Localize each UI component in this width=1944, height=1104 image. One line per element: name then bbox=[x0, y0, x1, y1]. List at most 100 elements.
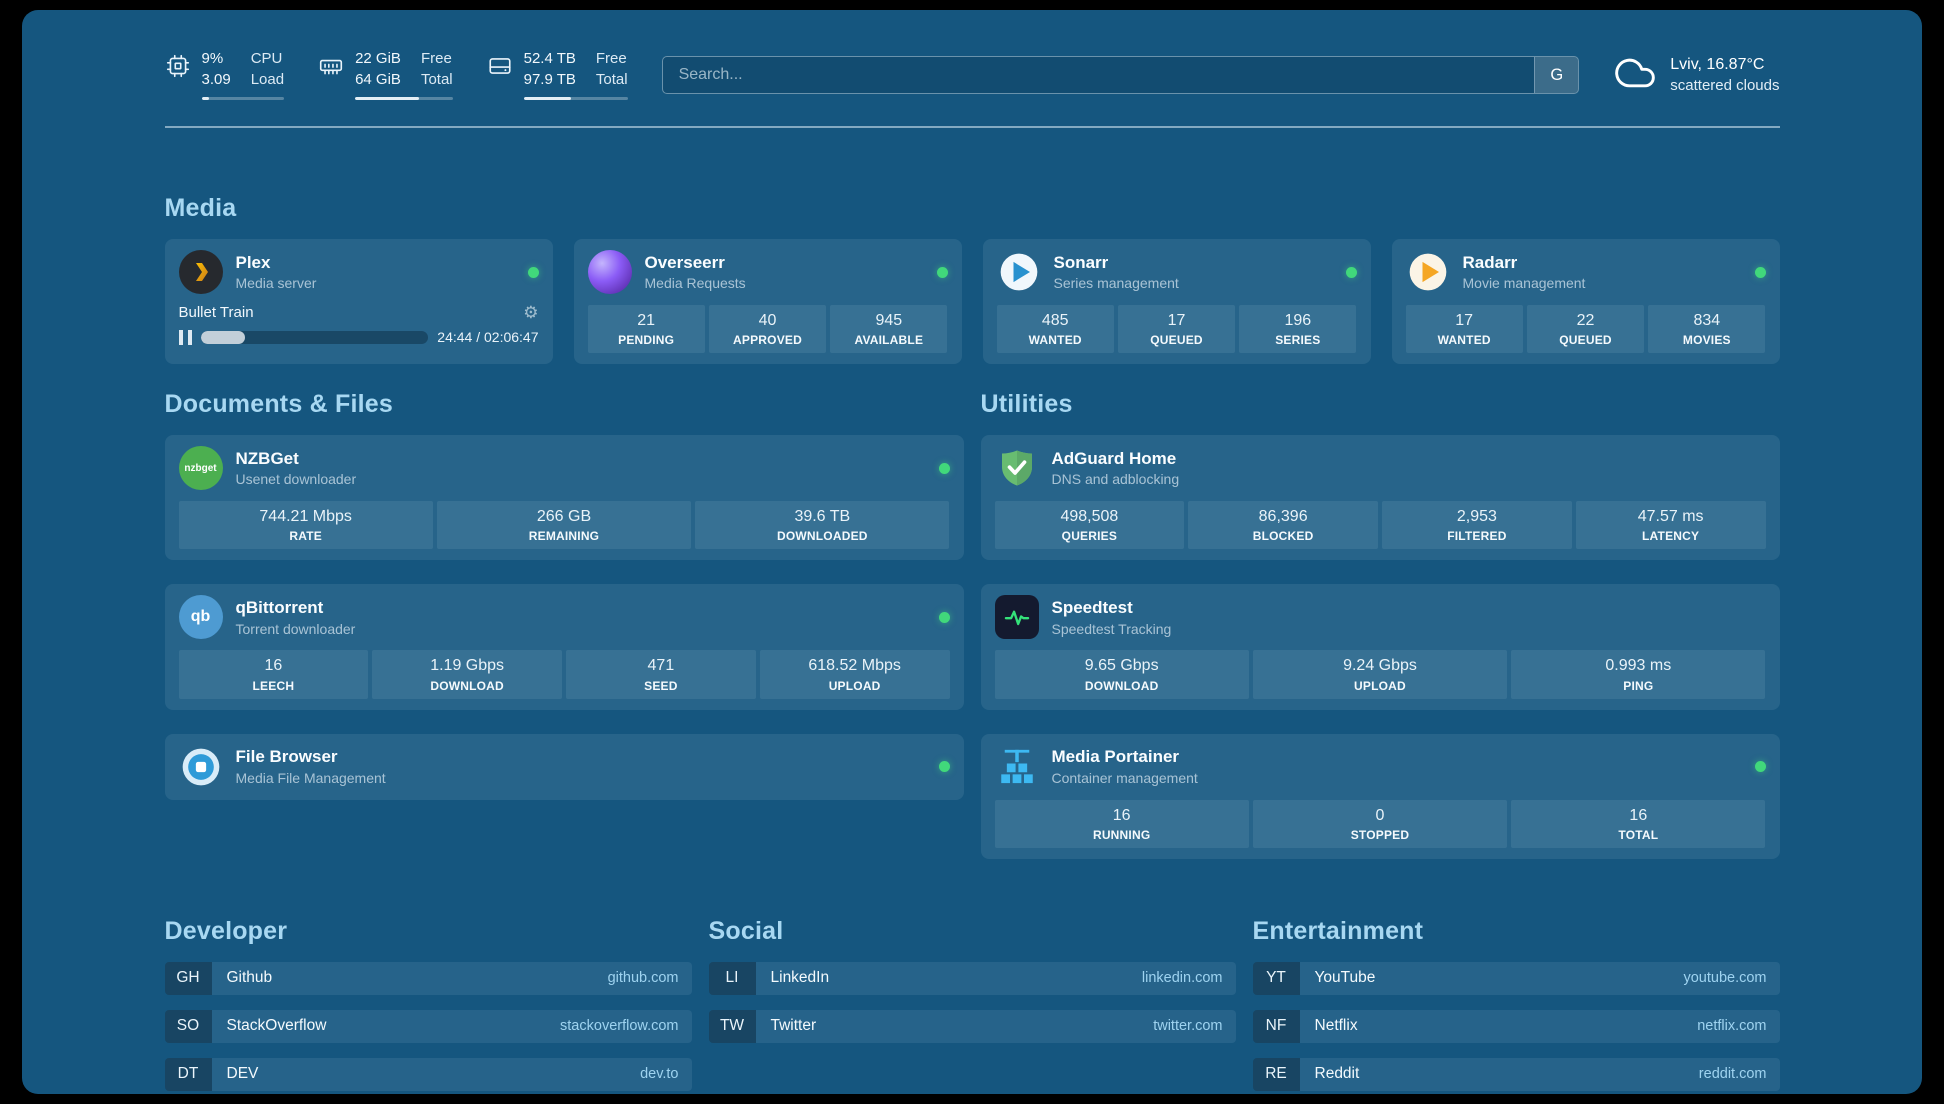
status-dot bbox=[1754, 266, 1766, 278]
service-title: Overseerr bbox=[644, 252, 725, 272]
disk-total-label: Total bbox=[595, 70, 628, 88]
memory-free-value: 22 GiB bbox=[355, 50, 401, 67]
bookmark-name: YouTube bbox=[1314, 969, 1376, 987]
cpu-load-value: 3.09 bbox=[201, 70, 231, 88]
status-dot bbox=[1754, 761, 1766, 773]
service-card-radarr[interactable]: Radarr Movie management 17 WANTED 22 QUE… bbox=[1391, 239, 1780, 365]
playback-progress-fill bbox=[200, 330, 245, 344]
service-card-media-portainer[interactable]: Media Portainer Container management 16 … bbox=[980, 733, 1780, 859]
service-card-qbittorrent[interactable]: qb qBittorrent Torrent downloader 16 LEE… bbox=[164, 584, 964, 710]
playback-time: 24:44 / 02:06:47 bbox=[437, 329, 539, 345]
cpu-meter bbox=[201, 96, 285, 100]
service-subtitle: Torrent downloader bbox=[235, 620, 356, 637]
section-heading-social: Social bbox=[708, 916, 784, 945]
stat-block: 945 AVAILABLE bbox=[830, 305, 948, 354]
service-title: File Browser bbox=[235, 747, 338, 767]
topbar: 9% CPU 3.09 Load 22 bbox=[165, 50, 1780, 100]
memory-meter-fill bbox=[355, 96, 420, 100]
search-input[interactable] bbox=[662, 57, 1535, 93]
stat-block: 21 PENDING bbox=[587, 305, 705, 354]
stat-block: 40 APPROVED bbox=[708, 305, 827, 354]
service-card-overseerr[interactable]: Overseerr Media Requests 21 PENDING 40 A… bbox=[573, 239, 962, 365]
stat-block: 196 SERIES bbox=[1239, 305, 1357, 354]
stat-block: 17 QUEUED bbox=[1117, 305, 1236, 354]
service-card-speedtest[interactable]: Speedtest Speedtest Tracking 9.65 Gbps D… bbox=[980, 584, 1780, 710]
stat-block: 39.6 TB DOWNLOADED bbox=[695, 501, 950, 550]
pause-icon[interactable] bbox=[178, 329, 192, 345]
radarr-icon bbox=[1406, 250, 1450, 294]
bookmark-stackoverflow[interactable]: SO StackOverflow stackoverflow.com bbox=[164, 1009, 692, 1043]
plex-icon bbox=[178, 250, 223, 294]
service-subtitle: Usenet downloader bbox=[235, 471, 357, 488]
service-card-sonarr[interactable]: Sonarr Series management 485 WANTED 17 Q… bbox=[982, 239, 1371, 365]
resource-widgets: 9% CPU 3.09 Load 22 bbox=[165, 50, 628, 100]
section-heading-media: Media bbox=[164, 194, 237, 222]
service-card-nzbget[interactable]: nzbget NZBGet Usenet downloader 744.21 M… bbox=[164, 435, 964, 561]
service-title: AdGuard Home bbox=[1051, 448, 1177, 468]
service-subtitle: Media File Management bbox=[235, 769, 386, 786]
dashboard-window: 9% CPU 3.09 Load 22 bbox=[22, 10, 1922, 1094]
stat-block: 834 MOVIES bbox=[1648, 305, 1766, 354]
bookmark-name: Netflix bbox=[1314, 1017, 1358, 1035]
cpu-widget: 9% CPU 3.09 Load bbox=[165, 50, 285, 100]
bookmark-group-social: Social LI LinkedIn linkedin.com TW Twitt… bbox=[708, 916, 1236, 1094]
cpu-usage-label: CPU bbox=[250, 50, 283, 67]
bookmark-abbr: DT bbox=[164, 1057, 212, 1091]
bookmark-abbr: LI bbox=[708, 961, 756, 995]
bookmark-group-developer: Developer GH Github github.com SO StackO… bbox=[164, 917, 692, 1094]
weather-location: Lviv, 16.87°C bbox=[1670, 55, 1765, 73]
bookmark-youtube[interactable]: YT YouTube youtube.com bbox=[1252, 961, 1780, 995]
gear-icon[interactable]: ⚙ bbox=[523, 303, 539, 322]
bookmarks: Developer GH Github github.com SO StackO… bbox=[164, 916, 1780, 1094]
status-dot bbox=[936, 266, 948, 278]
status-dot bbox=[938, 611, 950, 623]
service-card-plex[interactable]: Plex Media server Bullet Train ⚙ bbox=[164, 239, 553, 365]
stat-block: 9.65 Gbps DOWNLOAD bbox=[994, 650, 1249, 699]
overseerr-icon bbox=[587, 250, 632, 294]
service-subtitle: Media server bbox=[235, 275, 317, 292]
service-card-adguard-home[interactable]: AdGuard Home DNS and adblocking 498,508 … bbox=[980, 435, 1780, 561]
service-subtitle: Media Requests bbox=[644, 275, 746, 292]
stat-block: 16 RUNNING bbox=[994, 799, 1249, 848]
dashboard-content: 9% CPU 3.09 Load 22 bbox=[164, 10, 1780, 1094]
bookmark-abbr: TW bbox=[708, 1009, 756, 1043]
cpu-load-label: Load bbox=[250, 70, 285, 88]
status-dot bbox=[938, 761, 950, 773]
stat-block: 0 STOPPED bbox=[1252, 799, 1508, 848]
stat-block: 16 LEECH bbox=[178, 650, 369, 699]
bookmark-group-entertainment: Entertainment YT YouTube youtube.com NF … bbox=[1252, 916, 1780, 1094]
stat-block: 498,508 QUERIES bbox=[994, 501, 1185, 550]
memory-widget: 22 GiB Free 64 GiB Total bbox=[318, 50, 453, 100]
bookmark-url: youtube.com bbox=[1683, 970, 1767, 987]
stat-block: 17 WANTED bbox=[1405, 305, 1523, 354]
search-provider-button[interactable]: G bbox=[1534, 57, 1579, 93]
nzbget-icon: nzbget bbox=[178, 446, 223, 491]
bookmark-reddit[interactable]: RE Reddit reddit.com bbox=[1252, 1057, 1780, 1091]
service-subtitle: Series management bbox=[1053, 275, 1179, 292]
search-bar: G bbox=[661, 56, 1580, 94]
bookmark-name: StackOverflow bbox=[226, 1017, 327, 1035]
bookmark-linkedin[interactable]: LI LinkedIn linkedin.com bbox=[708, 961, 1236, 995]
playback-progress-bar bbox=[200, 330, 429, 344]
disk-free-label: Free bbox=[595, 50, 627, 67]
service-card-filebrowser[interactable]: File Browser Media File Management bbox=[164, 733, 964, 800]
bookmark-url: twitter.com bbox=[1153, 1018, 1223, 1035]
stat-block: 9.24 Gbps UPLOAD bbox=[1252, 650, 1508, 699]
bookmark-url: stackoverflow.com bbox=[560, 1018, 679, 1035]
section-media: Media Plex bbox=[164, 194, 1780, 365]
bookmark-netflix[interactable]: NF Netflix netflix.com bbox=[1252, 1009, 1780, 1043]
section-heading-utilities: Utilities bbox=[980, 390, 1073, 419]
filebrowser-icon bbox=[179, 745, 223, 789]
bookmark-abbr: RE bbox=[1252, 1057, 1300, 1091]
bookmark-github[interactable]: GH Github github.com bbox=[164, 961, 692, 995]
memory-meter bbox=[355, 96, 453, 100]
disk-meter-fill bbox=[523, 96, 572, 100]
cpu-meter-fill bbox=[201, 96, 209, 100]
section-heading-entertainment: Entertainment bbox=[1252, 916, 1424, 945]
bookmark-twitter[interactable]: TW Twitter twitter.com bbox=[708, 1009, 1236, 1043]
stat-block: 485 WANTED bbox=[996, 305, 1114, 354]
disk-widget: 52.4 TB Free 97.9 TB Total bbox=[487, 50, 628, 100]
bookmark-dev[interactable]: DT DEV dev.to bbox=[164, 1057, 692, 1091]
stat-block: 618.52 Mbps UPLOAD bbox=[759, 650, 950, 699]
stat-block: 266 GB REMAINING bbox=[436, 501, 692, 550]
